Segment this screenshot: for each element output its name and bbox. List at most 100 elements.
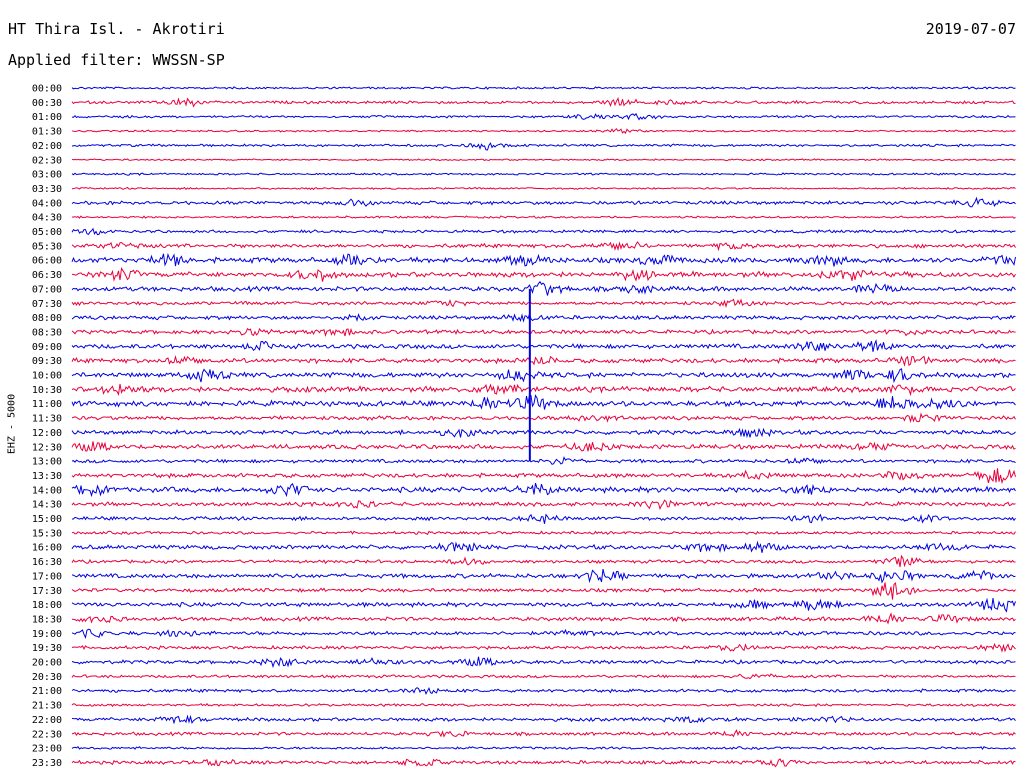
time-tick-label: 08:00	[32, 313, 62, 324]
time-tick-label: 13:00	[32, 457, 62, 468]
time-tick-label: 19:30	[32, 643, 62, 654]
trace-line-1730	[71, 582, 1016, 600]
trace-line-0630	[72, 266, 1016, 282]
trace-line-0000	[71, 86, 1016, 90]
trace-line-1800	[71, 597, 1016, 613]
record-date: 2019-07-07	[925, 20, 1016, 38]
time-tick-label: 04:30	[32, 213, 62, 224]
trace-line-0730	[71, 298, 1016, 308]
time-tick-label: 16:30	[32, 557, 62, 568]
trace-line-1200	[71, 427, 1016, 439]
time-tick-label: 11:00	[32, 399, 62, 410]
time-tick-label: 20:30	[32, 672, 62, 683]
trace-line-2200	[71, 714, 1016, 725]
trace-line-1030	[71, 383, 1016, 397]
time-tick-label: 21:30	[32, 701, 62, 712]
trace-line-1400	[71, 482, 1016, 498]
time-tick-label: 03:00	[32, 170, 62, 181]
trace-line-0030	[71, 96, 1016, 108]
time-tick-label: 05:00	[32, 227, 62, 238]
time-tick-label: 05:30	[32, 241, 62, 252]
trace-line-2330	[71, 758, 1016, 768]
trace-line-2100	[71, 686, 1016, 696]
time-tick-label: 14:30	[32, 500, 62, 511]
time-tick-label: 15:30	[32, 528, 62, 539]
time-tick-label: 04:00	[32, 198, 62, 209]
trace-line-2030	[71, 673, 1016, 680]
trace-line-1000	[71, 368, 1016, 384]
trace-line-2230	[71, 729, 1016, 738]
trace-line-1500	[71, 513, 1016, 524]
trace-line-1630	[71, 554, 1016, 568]
trace-line-0230	[71, 158, 1016, 162]
trace-line-2130	[71, 703, 1016, 708]
trace-line-1830	[71, 612, 1016, 625]
trace-line-1430	[71, 499, 1016, 511]
trace-line-1530	[71, 530, 1016, 536]
trace-line-1600	[71, 540, 1016, 554]
trace-line-0830	[71, 327, 1016, 337]
time-tick-label: 14:00	[32, 485, 62, 496]
trace-line-2300	[71, 745, 1016, 751]
time-tick-label: 10:00	[32, 371, 62, 382]
time-tick-label: 08:30	[32, 327, 62, 338]
time-tick-label: 19:00	[32, 629, 62, 640]
time-tick-label: 17:00	[32, 571, 62, 582]
trace-line-1700	[71, 568, 1016, 584]
trace-line-1330	[71, 468, 1016, 485]
trace-line-1100	[71, 394, 1016, 410]
time-tick-label: 22:00	[32, 715, 62, 726]
time-tick-label: 23:30	[32, 758, 62, 769]
filter-label: Applied filter: WWSSN-SP	[8, 51, 225, 69]
time-tick-label: 22:30	[32, 729, 62, 740]
trace-line-1230	[71, 441, 1016, 452]
trace-line-0930	[71, 354, 1016, 367]
time-tick-label: 21:00	[32, 686, 62, 697]
time-tick-label: 07:00	[32, 284, 62, 295]
time-tick-label: 09:30	[32, 356, 62, 367]
trace-line-1930	[71, 642, 1016, 653]
trace-line-0300	[71, 172, 1016, 176]
trace-line-1130	[71, 412, 1016, 423]
time-tick-label: 09:00	[32, 342, 62, 353]
trace-line-2000	[71, 656, 1016, 669]
time-tick-label: 23:00	[32, 744, 62, 755]
time-tick-label: 13:30	[32, 471, 62, 482]
time-tick-label: 00:30	[32, 98, 62, 109]
time-tick-label: 07:30	[32, 299, 62, 310]
trace-line-0130	[71, 128, 1016, 135]
time-tick-label: 02:00	[32, 141, 62, 152]
time-tick-label: 03:30	[32, 184, 62, 195]
time-tick-label: 17:30	[32, 586, 62, 597]
trace-line-0530	[71, 241, 1016, 252]
time-tick-label: 01:00	[32, 112, 62, 123]
trace-line-0400	[71, 196, 1016, 208]
time-tick-label: 06:00	[32, 256, 62, 267]
trace-line-0600	[71, 252, 1016, 267]
time-tick-label: 18:30	[32, 614, 62, 625]
time-tick-label: 01:30	[32, 127, 62, 138]
trace-line-0500	[71, 227, 1016, 236]
trace-line-0900	[71, 338, 1016, 352]
trace-line-0700	[71, 280, 1016, 296]
time-tick-label: 02:30	[32, 155, 62, 166]
trace-line-0330	[71, 186, 1016, 191]
station-title: HT Thira Isl. - Akrotiri	[8, 20, 225, 38]
time-tick-label: 12:00	[32, 428, 62, 439]
time-tick-label: 16:00	[32, 543, 62, 554]
time-tick-label: 20:00	[32, 658, 62, 669]
time-tick-label: 06:30	[32, 270, 62, 281]
time-tick-label: 00:00	[32, 84, 62, 95]
trace-line-1900	[71, 628, 1016, 639]
trace-line-0200	[71, 142, 1016, 151]
time-tick-label: 18:00	[32, 600, 62, 611]
time-tick-label: 10:30	[32, 385, 62, 396]
trace-line-0800	[71, 312, 1016, 323]
time-tick-label: 12:30	[32, 442, 62, 453]
time-tick-label: 15:00	[32, 514, 62, 525]
trace-line-1300	[71, 456, 1016, 465]
trace-line-0430	[71, 215, 1016, 219]
trace-line-0100	[71, 112, 1016, 121]
time-tick-label: 11:30	[32, 414, 62, 425]
